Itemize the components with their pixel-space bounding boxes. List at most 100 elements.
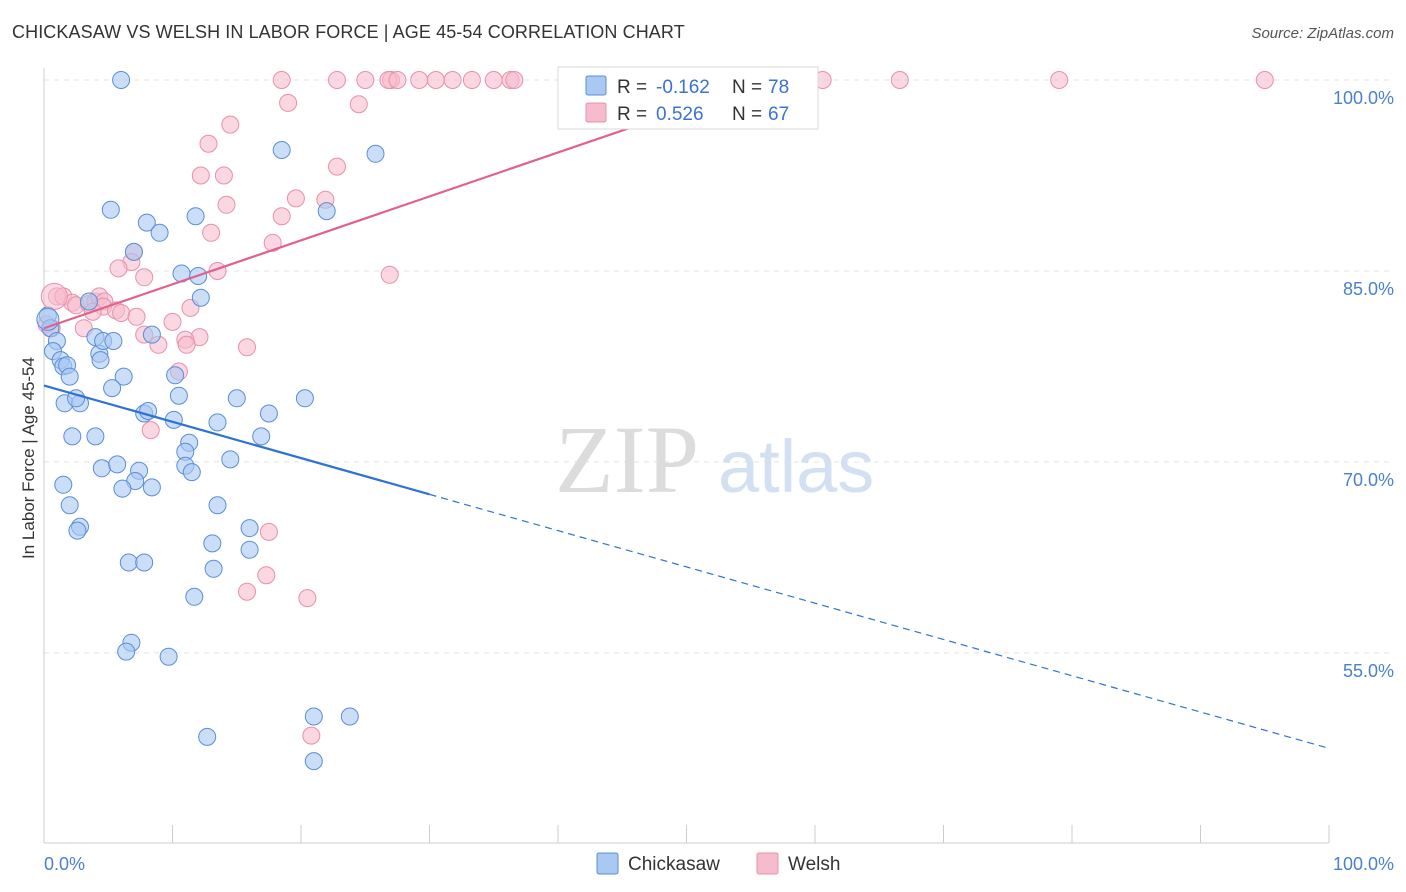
chickasaw-point bbox=[104, 332, 123, 350]
legend-label-chickasaw: Chickasaw bbox=[628, 854, 720, 875]
watermark-zip: ZIP bbox=[555, 406, 699, 513]
welsh-point bbox=[1050, 71, 1069, 89]
welsh-point bbox=[328, 71, 346, 89]
welsh-point bbox=[112, 304, 131, 322]
grid bbox=[44, 79, 1394, 654]
chickasaw-point bbox=[191, 288, 210, 307]
x-tick-label-max: 100.0% bbox=[1333, 854, 1394, 874]
welsh-point bbox=[462, 71, 481, 89]
chickasaw-point bbox=[366, 144, 385, 163]
welsh-point bbox=[890, 71, 909, 89]
welsh-point bbox=[238, 338, 256, 357]
watermark-atlas: atlas bbox=[718, 425, 874, 508]
welsh-point bbox=[199, 134, 218, 153]
chickasaw-point bbox=[240, 540, 259, 559]
chickasaw-point bbox=[137, 213, 156, 232]
legend-label-welsh: Welsh bbox=[788, 854, 840, 875]
chickasaw-point bbox=[340, 707, 359, 726]
stats-swatch-chickasaw bbox=[585, 75, 607, 96]
welsh-point bbox=[302, 726, 321, 745]
chickasaw-point bbox=[295, 389, 314, 408]
chickasaw-point bbox=[227, 389, 246, 408]
welsh-point bbox=[238, 582, 256, 601]
chickasaw-point bbox=[101, 200, 120, 219]
chickasaw-point bbox=[186, 207, 205, 226]
chickasaw-point bbox=[124, 242, 143, 261]
welsh-point bbox=[217, 195, 236, 214]
chickasaw-point bbox=[60, 496, 79, 515]
chickasaw-point bbox=[117, 642, 136, 661]
legend-swatch-chickasaw bbox=[596, 852, 619, 875]
chickasaw-point bbox=[150, 223, 169, 242]
chickasaw-point bbox=[252, 427, 271, 446]
y-tick-label-55: 55.0% bbox=[1343, 661, 1394, 681]
chickasaw-point bbox=[185, 587, 204, 606]
welsh-point bbox=[259, 522, 278, 541]
chickasaw-point bbox=[103, 379, 122, 398]
chickasaw-point bbox=[68, 521, 87, 540]
welsh-point bbox=[286, 189, 305, 208]
chickasaw-point bbox=[108, 455, 127, 474]
stats-r-label-chickasaw: R = bbox=[617, 77, 647, 98]
welsh-point bbox=[109, 259, 128, 278]
chickasaw-point bbox=[182, 463, 201, 482]
chickasaw-point bbox=[203, 534, 222, 553]
chickasaw-point bbox=[259, 404, 278, 423]
welsh-point bbox=[221, 115, 240, 134]
stats-r-value-welsh: 0.526 bbox=[656, 104, 704, 125]
chickasaw-point bbox=[135, 553, 154, 572]
y-tick-label-100: 100.0% bbox=[1333, 88, 1394, 108]
chickasaw-point bbox=[198, 727, 217, 746]
chickasaw-point bbox=[240, 519, 259, 538]
welsh-point bbox=[202, 223, 221, 242]
welsh-point bbox=[410, 71, 429, 89]
stats-swatch-welsh bbox=[585, 102, 607, 123]
welsh-point bbox=[380, 265, 399, 284]
chickasaw-point bbox=[304, 752, 323, 771]
legend-swatch-welsh bbox=[756, 852, 779, 875]
chickasaw-point bbox=[119, 553, 138, 572]
chickasaw-point bbox=[86, 427, 105, 446]
welsh-point bbox=[263, 233, 282, 252]
welsh-point bbox=[191, 166, 210, 185]
source-credit: Source: ZipAtlas.com bbox=[1251, 25, 1394, 42]
chickasaw-point bbox=[91, 351, 110, 370]
chickasaw-point bbox=[92, 459, 111, 478]
stats-n-label-chickasaw: N = bbox=[732, 77, 762, 98]
chickasaw-point bbox=[221, 450, 240, 469]
welsh-point bbox=[1255, 71, 1274, 89]
chickasaw-point bbox=[272, 141, 291, 159]
chickasaw-point bbox=[60, 367, 79, 386]
chickasaw-point bbox=[63, 427, 82, 446]
y-tick-label-85: 85.0% bbox=[1343, 279, 1394, 299]
chickasaw-point bbox=[169, 386, 188, 405]
welsh-point bbox=[388, 71, 407, 89]
stats-r-value-chickasaw: -0.162 bbox=[656, 77, 710, 98]
welsh-point bbox=[135, 268, 154, 287]
axes bbox=[43, 68, 1330, 844]
welsh-point bbox=[484, 71, 503, 89]
welsh-point bbox=[349, 95, 368, 114]
chickasaw-point bbox=[113, 479, 132, 498]
welsh-point bbox=[279, 93, 298, 112]
chickasaw-point bbox=[80, 292, 98, 311]
chickasaw-point bbox=[142, 325, 161, 344]
welsh-point bbox=[163, 312, 182, 331]
watermark: ZIP atlas bbox=[555, 406, 874, 513]
chickasaw-trend-line bbox=[43, 384, 430, 496]
stats-r-label-welsh: R = bbox=[617, 104, 647, 125]
welsh-point bbox=[328, 157, 346, 176]
y-tick-label-70: 70.0% bbox=[1343, 470, 1394, 490]
data-points bbox=[36, 71, 1274, 771]
chickasaw-trend-extension bbox=[429, 493, 1330, 749]
welsh-point bbox=[356, 71, 375, 89]
chickasaw-point bbox=[317, 202, 336, 221]
legend: Chickasaw Welsh bbox=[596, 852, 840, 875]
stats-n-label-welsh: N = bbox=[732, 104, 762, 125]
welsh-point bbox=[505, 71, 524, 89]
welsh-point bbox=[298, 589, 317, 608]
chickasaw-point bbox=[159, 647, 178, 666]
welsh-point bbox=[214, 166, 233, 185]
welsh-point bbox=[272, 71, 291, 89]
